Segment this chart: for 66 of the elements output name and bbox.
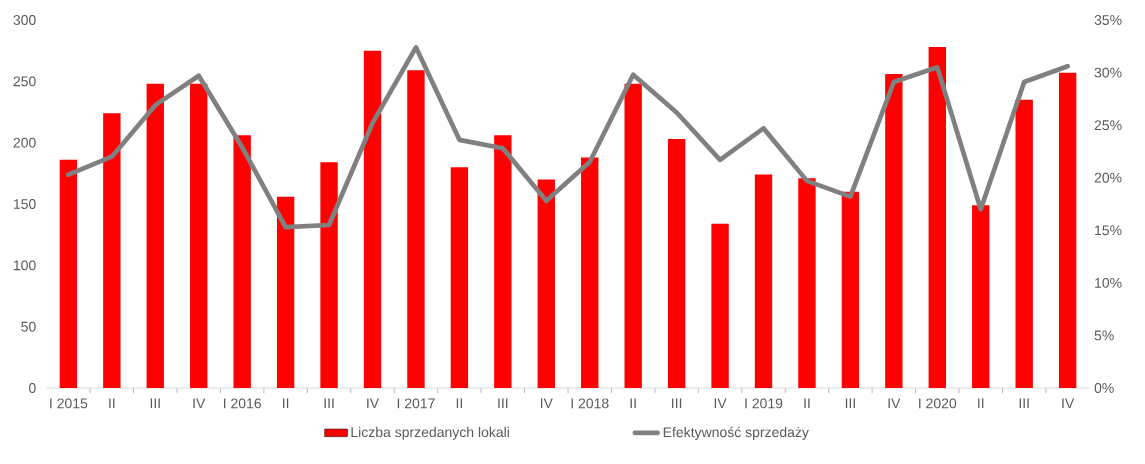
x-tick-label: IV [888,398,901,409]
x-tick-label: I 2017 [397,398,435,409]
bar [711,223,729,388]
x-tick-label: I 2019 [745,398,783,409]
bar [103,113,121,388]
x-tick-label: II [283,398,289,409]
bar [841,191,860,388]
y-tick-label: 100 [13,260,36,271]
x-tick-label: I 2016 [224,398,261,409]
x-tick-label: I 2018 [571,398,609,409]
x-tick-label: IV [193,398,206,409]
y2-tick-label: 5% [1094,330,1114,341]
x-tick-label: II [109,398,115,409]
y2-tick-label: 25% [1094,120,1122,131]
x-tick-label: II [804,398,810,409]
bar [407,70,425,388]
bar [494,135,512,388]
legend-label: Efektywność sprzedaży [663,426,809,440]
bar [233,135,251,388]
x-tick-label: III [1019,398,1029,409]
bar [276,196,295,388]
y2-tick-label: 30% [1094,67,1122,78]
x-tick-label: III [324,398,334,409]
x-tick-label: IV [1062,398,1075,409]
bar [885,73,903,388]
y-tick-label: 200 [13,137,36,148]
bar [537,179,555,388]
x-tick-label: III [845,398,855,409]
line-series [66,45,1070,230]
y-tick-label: 0 [29,383,36,393]
bar [972,205,990,388]
y2-tick-label: 15% [1095,225,1122,236]
x-tick-label: I 2020 [919,398,957,409]
bar [1058,72,1077,388]
bar [146,83,164,388]
x-tick-label: III [498,398,508,409]
y2-tick-label: 0% [1094,383,1114,393]
bar [320,162,338,388]
y2-tick-label: 35% [1094,15,1122,25]
bar [450,167,469,388]
x-tick-label: II [630,398,636,409]
bar [581,157,599,388]
bar [59,159,78,388]
y-tick-label: 150 [13,199,36,209]
x-tick-label: IV [540,398,553,409]
x-tick-label: III [150,398,160,409]
bar [190,83,208,388]
y2-tick-label: 10% [1095,277,1122,288]
bar [667,138,686,388]
x-tick-label: II [978,398,984,409]
x-tick-label: II [456,398,462,409]
y2-tick-label: 20% [1094,172,1122,183]
bar [754,174,773,388]
x-tick-label: IV [714,398,727,409]
x-tick-label: III [672,398,682,409]
x-tick-label: IV [367,398,380,409]
y-tick-label: 50 [21,321,36,332]
bar [928,46,946,388]
bar [798,178,816,388]
x-tick-label: I 2015 [50,398,88,409]
bar [624,83,642,388]
legend-label: Liczba sprzedanych lokali [351,426,509,440]
bar [1015,99,1033,388]
y-tick-label: 300 [13,15,36,25]
y-tick-label: 250 [13,76,36,87]
bar [363,50,382,388]
